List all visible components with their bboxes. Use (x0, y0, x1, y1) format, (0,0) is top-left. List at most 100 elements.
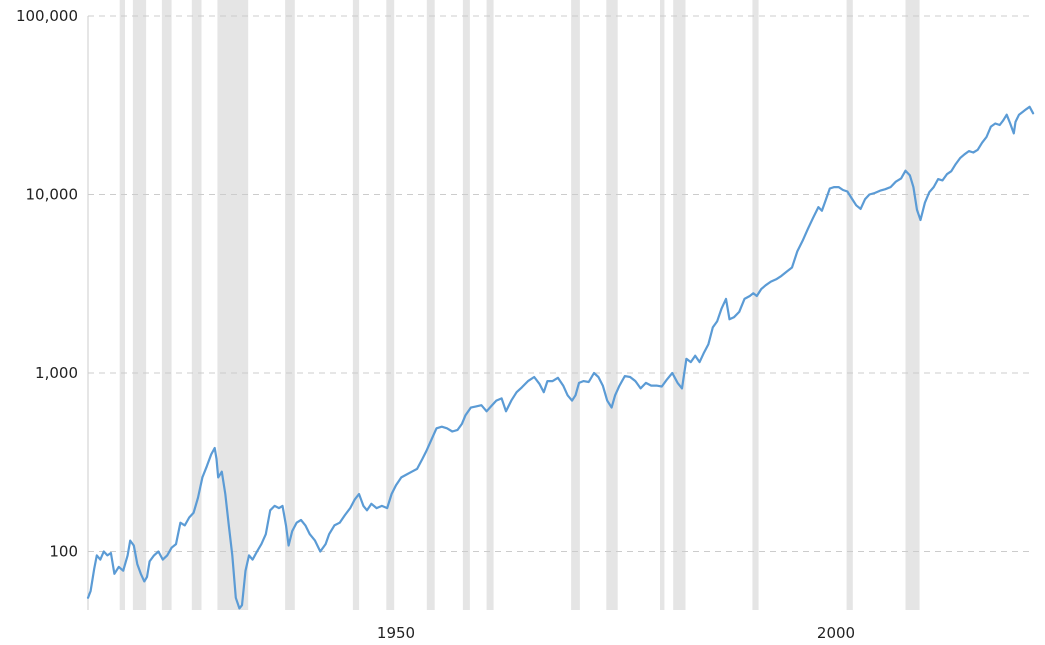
data-point (430, 439, 432, 441)
gridlines (87, 15, 1034, 610)
data-point (645, 382, 647, 384)
data-point (666, 378, 668, 380)
data-point (712, 326, 714, 328)
recession-band (660, 0, 665, 610)
data-point (162, 559, 164, 561)
series-line (86, 105, 1035, 610)
data-point (738, 311, 740, 313)
data-point (838, 186, 840, 188)
data-point (981, 142, 983, 144)
data-point (358, 493, 360, 495)
data-point (325, 543, 327, 545)
data-point (624, 375, 626, 377)
data-point (1014, 121, 1017, 123)
data-point (96, 554, 98, 557)
data-point (224, 493, 226, 495)
data-point (516, 391, 518, 393)
data-point (252, 559, 254, 561)
data-point (333, 524, 335, 527)
data-point (122, 570, 124, 572)
data-point (721, 307, 723, 309)
data-point (1002, 119, 1004, 121)
data-point (578, 382, 580, 384)
data-point (770, 281, 772, 283)
data-point (248, 554, 250, 557)
recession-band (191, 0, 202, 610)
data-point (760, 288, 762, 290)
data-point (677, 382, 679, 384)
data-point (900, 177, 902, 179)
data-point (1025, 108, 1027, 110)
recession-band (752, 0, 759, 610)
data-point (241, 604, 243, 606)
y-tick-label: 100,000 (16, 7, 78, 25)
data-point (802, 240, 804, 242)
data-point (510, 400, 512, 402)
data-point (833, 186, 835, 188)
data-point (87, 597, 89, 599)
data-point (93, 568, 95, 570)
data-point (133, 544, 135, 547)
data-point (765, 284, 767, 286)
data-point (265, 533, 267, 535)
data-point (446, 427, 448, 429)
data-point (296, 522, 298, 524)
recession-band (352, 0, 360, 610)
data-point (143, 580, 145, 583)
data-point (441, 426, 443, 428)
x-tick-label: 2000 (817, 624, 855, 642)
data-point (288, 544, 290, 547)
data-point (281, 505, 284, 507)
data-point (699, 361, 701, 363)
data-point (963, 153, 966, 155)
data-point (916, 209, 918, 211)
data-point (411, 471, 413, 473)
data-point (235, 597, 237, 599)
data-point (457, 429, 459, 431)
data-point (1032, 112, 1034, 114)
data-point (480, 404, 482, 406)
data-point (90, 590, 92, 592)
data-point (842, 189, 844, 191)
data-point (543, 391, 545, 393)
data-point (574, 394, 577, 396)
data-point (552, 380, 554, 382)
data-point (912, 186, 915, 188)
data-point (634, 380, 637, 382)
data-point (924, 202, 926, 204)
recession-band (846, 0, 853, 610)
data-point (175, 543, 177, 545)
data-point (946, 173, 948, 175)
data-point (855, 204, 857, 206)
data-point (821, 210, 823, 212)
data-point (244, 570, 247, 572)
data-point (685, 358, 688, 360)
data-point (1029, 106, 1031, 108)
y-axis-ticks: 100 1,000 10,000 100,000 (16, 7, 78, 561)
data-point (149, 560, 151, 563)
data-point (118, 566, 120, 568)
data-point (602, 385, 604, 387)
data-point (215, 458, 218, 460)
data-point (381, 505, 383, 507)
data-point (231, 554, 233, 557)
data-point (475, 405, 477, 407)
data-point (703, 352, 705, 354)
data-point (179, 522, 181, 524)
recession-band (217, 0, 249, 610)
data-point (749, 295, 751, 297)
data-point (349, 507, 351, 509)
data-point (386, 507, 388, 509)
data-point (728, 318, 731, 320)
data-point (895, 181, 897, 183)
recession-band (571, 0, 580, 610)
data-point (919, 219, 922, 221)
data-point (197, 497, 199, 499)
data-point (743, 298, 746, 300)
data-point (1006, 114, 1008, 116)
data-point (994, 122, 996, 125)
data-point (527, 380, 529, 382)
data-point (694, 355, 696, 357)
data-point (391, 493, 393, 495)
data-point (582, 380, 585, 382)
